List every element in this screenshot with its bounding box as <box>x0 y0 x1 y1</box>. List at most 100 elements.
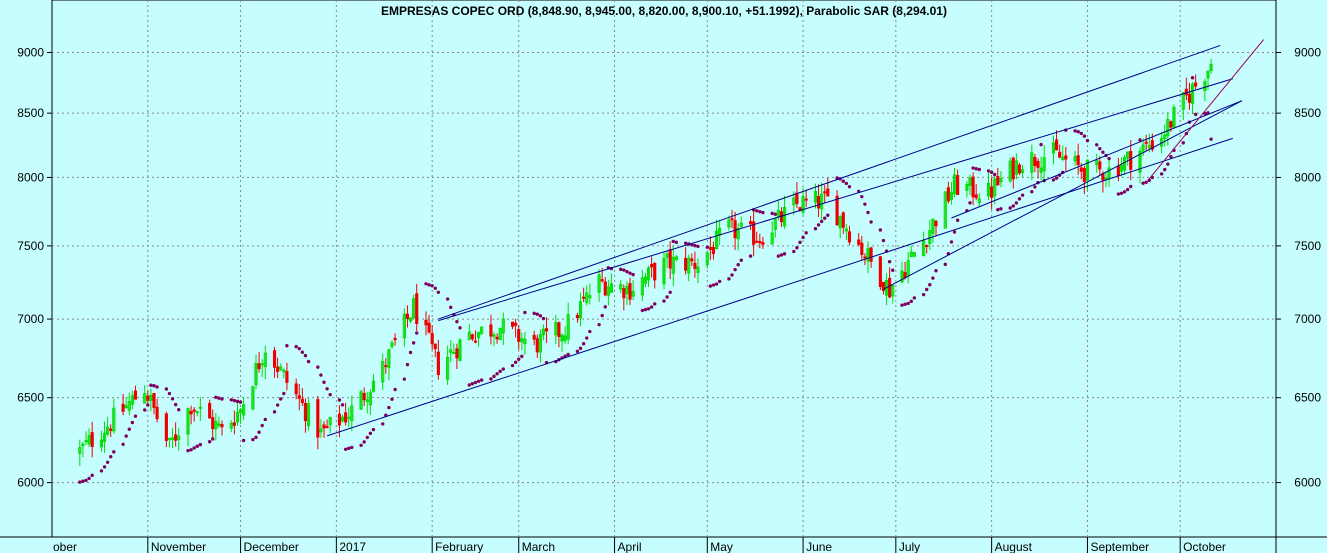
candle-up <box>866 248 870 262</box>
candle-down <box>841 212 845 228</box>
candle-up <box>106 426 110 435</box>
candle-up <box>254 362 258 386</box>
sar-dot <box>476 379 481 384</box>
sar-dot <box>761 210 765 215</box>
candle-down <box>430 333 434 345</box>
sar-dot <box>847 185 852 189</box>
candle-up <box>922 240 926 257</box>
sar-dot <box>887 260 892 264</box>
candle-up <box>900 270 904 283</box>
candle-down <box>628 283 632 300</box>
candle-up <box>186 408 190 435</box>
sar-dot <box>628 271 632 275</box>
sar-dot <box>1017 197 1022 201</box>
sar-dot <box>1141 181 1145 185</box>
candle-up <box>263 352 267 368</box>
candle-down <box>415 293 419 324</box>
candle-up <box>727 219 731 228</box>
sar-dot <box>337 398 342 402</box>
sar-dot <box>711 283 716 287</box>
candle-up <box>84 440 88 443</box>
candle-down <box>90 432 94 447</box>
candle-down <box>192 409 196 412</box>
sar-dot <box>207 440 212 444</box>
sar-dot <box>424 282 428 286</box>
candle-up <box>124 405 128 409</box>
sar-dot <box>238 400 243 404</box>
sar-dot <box>1107 156 1111 161</box>
sar-dot <box>826 213 830 217</box>
sar-dot <box>121 442 125 446</box>
sar-dot <box>343 447 348 452</box>
candle-down <box>974 194 978 199</box>
sar-dot <box>78 480 82 484</box>
sar-dot <box>1082 134 1087 138</box>
candle-up <box>214 420 218 430</box>
sar-dot <box>671 239 675 244</box>
sar-dot <box>1095 143 1099 147</box>
candle-up <box>609 283 614 293</box>
candle-down <box>693 262 697 269</box>
sar-dot <box>387 405 391 410</box>
candle-down <box>668 249 672 269</box>
candle-up <box>452 352 456 355</box>
candle-down <box>325 426 329 429</box>
sar-dot <box>177 408 181 412</box>
candle-up <box>912 252 916 257</box>
candle-down <box>337 413 342 426</box>
candle-up <box>279 366 283 370</box>
sar-dot <box>513 360 518 364</box>
candle-down <box>514 322 518 326</box>
sar-dot <box>393 387 397 392</box>
sar-dot <box>232 398 237 403</box>
sar-dot <box>541 316 546 321</box>
y-tick-label-left: 8500 <box>17 106 44 120</box>
sar-dot <box>912 296 917 300</box>
channel-lower-line <box>326 137 1233 437</box>
x-tick-label: August <box>995 540 1033 553</box>
sar-dot <box>275 403 280 407</box>
x-tick-label: March <box>522 540 555 553</box>
sar-dot <box>90 473 94 478</box>
sar-dot <box>1073 129 1077 133</box>
sar-dot <box>105 460 110 464</box>
candle-down <box>575 314 580 319</box>
sar-dot <box>646 307 651 311</box>
candle-up <box>773 218 777 230</box>
candle-up <box>782 206 787 227</box>
candle-up <box>1020 169 1025 174</box>
steep-trend-line <box>1148 39 1265 180</box>
sar-dot <box>952 230 957 234</box>
candle-down <box>826 188 830 197</box>
y-tick-label-right: 9000 <box>1294 45 1321 59</box>
candle-up <box>631 291 635 297</box>
candle-up <box>792 197 796 206</box>
chart-title: EMPRESAS COPEC ORD (8,848.90, 8,945.00, … <box>381 4 947 18</box>
sar-dot <box>622 268 626 272</box>
candle-down <box>1187 93 1192 103</box>
sar-dot <box>758 209 762 214</box>
candle-up <box>801 196 805 213</box>
sar-dot <box>402 377 407 381</box>
sar-dot <box>479 378 484 382</box>
sar-dot <box>1079 131 1083 136</box>
candle-up <box>714 230 719 250</box>
sar-dot <box>649 305 654 309</box>
sar-dot <box>1101 150 1105 154</box>
sar-dot <box>495 372 499 376</box>
sar-dot <box>381 422 385 426</box>
candle-down <box>557 322 561 337</box>
candle-down <box>495 336 499 340</box>
sar-dot <box>736 262 740 267</box>
sar-dot <box>816 223 821 227</box>
candle-down <box>433 343 437 350</box>
candle-up <box>1008 160 1012 182</box>
candle-up <box>813 191 818 203</box>
y-tick-label-left: 6000 <box>17 476 44 490</box>
sar-dot <box>708 284 713 288</box>
x-tick-label: May <box>710 540 733 553</box>
sar-dot <box>220 397 224 401</box>
sar-dot <box>1190 76 1195 80</box>
sar-dot <box>306 359 311 364</box>
candle-down <box>146 395 150 401</box>
